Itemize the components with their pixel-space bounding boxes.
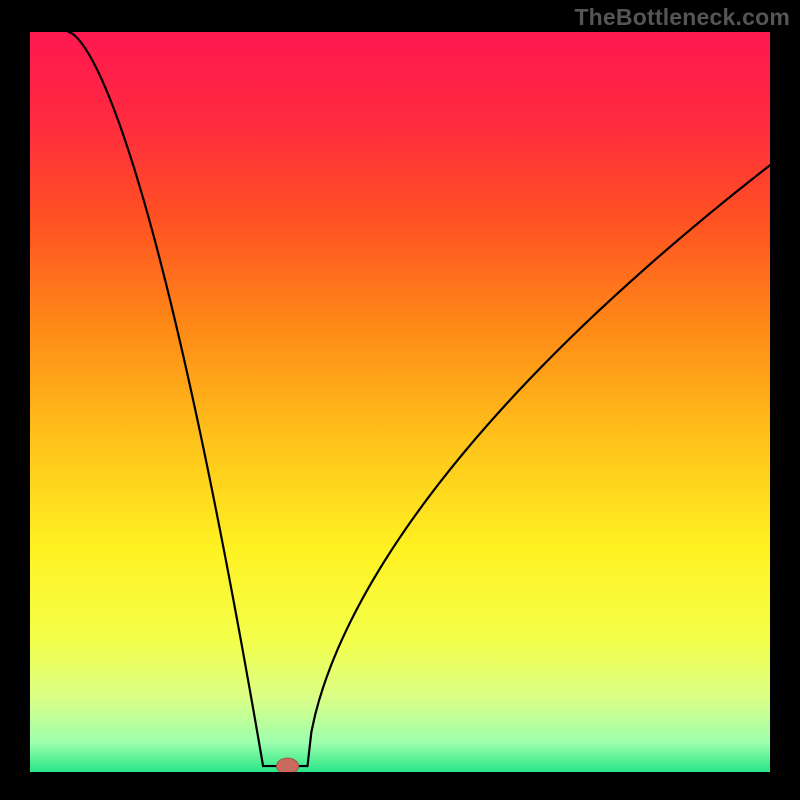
chart-svg: [30, 32, 770, 772]
plot-area: [30, 32, 770, 772]
chart-frame: TheBottleneck.com: [0, 0, 800, 800]
gradient-background: [30, 32, 770, 772]
optimal-point-marker: [277, 758, 299, 772]
watermark-text: TheBottleneck.com: [574, 4, 790, 31]
